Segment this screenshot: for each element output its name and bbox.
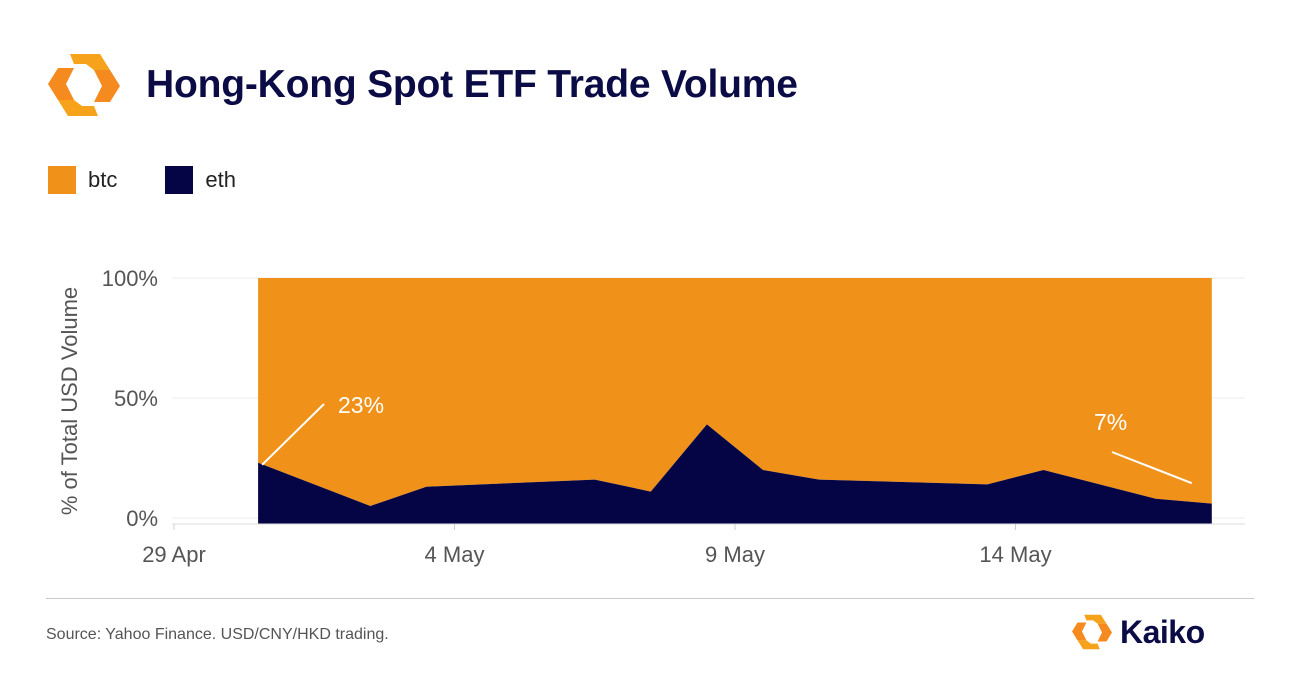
annotation-leader-line [1111, 451, 1193, 485]
kaiko-brand-icon [1072, 614, 1112, 650]
annotation-label: 23% [338, 392, 384, 418]
page-title: Hong-Kong Spot ETF Trade Volume [146, 63, 798, 106]
legend-item-btc[interactable]: btc [48, 166, 117, 194]
area-eth [258, 424, 1212, 524]
y-tick-label: 100% [102, 266, 158, 291]
brand-name: Kaiko [1120, 613, 1205, 650]
kaiko-logo-icon [48, 54, 120, 116]
chart-legend: btc eth [48, 166, 284, 194]
x-tick-label: 4 May [425, 542, 485, 567]
legend-label-eth: eth [205, 167, 236, 192]
footer-divider [46, 598, 1254, 599]
brand-logo: Kaiko [1072, 612, 1205, 652]
area-btc [258, 278, 1212, 506]
legend-label-btc: btc [88, 167, 118, 192]
y-axis-title: % of Total USD Volume [57, 287, 82, 515]
x-tick-label: 29 Apr [142, 542, 206, 567]
y-tick-label: 50% [114, 386, 158, 411]
annotation-leader-line [261, 403, 325, 466]
area-chart: 100% 50% 0% % of Total USD Volume 29 Apr 4 Ma… [57, 266, 1245, 567]
legend-item-eth[interactable]: eth [165, 166, 236, 194]
y-tick-label: 0% [126, 506, 158, 531]
chart-header: Hong-Kong Spot ETF Trade Volume [48, 50, 798, 120]
annotation-label: 7% [1094, 409, 1127, 435]
legend-swatch-btc [48, 166, 76, 194]
source-note: Source: Yahoo Finance. USD/CNY/HKD tradi… [46, 626, 389, 643]
x-tick-label: 9 May [705, 542, 765, 567]
legend-swatch-eth [165, 166, 194, 194]
x-tick-label: 14 May [979, 542, 1051, 567]
